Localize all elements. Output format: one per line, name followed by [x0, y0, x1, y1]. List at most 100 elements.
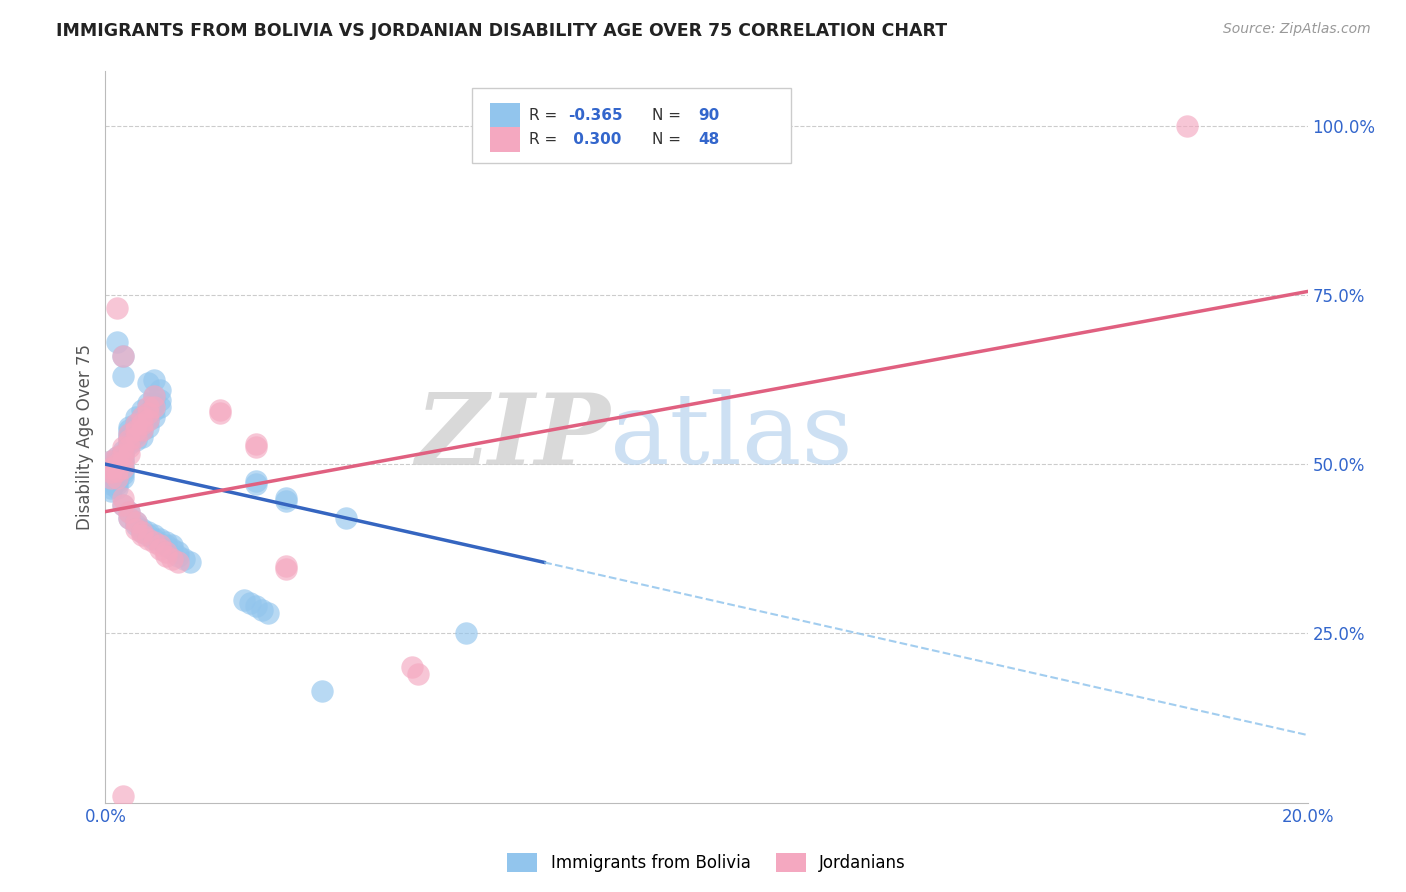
Text: -0.365: -0.365 [568, 108, 623, 123]
Point [136, 413, 159, 427]
Point [118, 437, 141, 451]
Point [148, 532, 170, 546]
Point [131, 417, 153, 431]
Point [166, 555, 188, 569]
Point [454, 626, 477, 640]
Text: atlas: atlas [610, 389, 853, 485]
Point [142, 535, 165, 549]
Point [406, 667, 429, 681]
Point [118, 505, 141, 519]
Point [112, 443, 135, 458]
Point [112, 349, 135, 363]
Point [100, 477, 122, 491]
Point [208, 406, 231, 420]
Point [160, 541, 183, 556]
Point [100, 481, 122, 495]
Point [311, 684, 333, 698]
Text: R =: R = [529, 108, 562, 123]
Point [107, 457, 129, 471]
Point [118, 426, 141, 441]
Point [136, 406, 159, 420]
Point [142, 372, 165, 386]
Point [250, 603, 273, 617]
Point [112, 440, 135, 454]
Text: 48: 48 [699, 132, 720, 147]
Point [118, 511, 141, 525]
Point [112, 454, 135, 468]
Point [245, 437, 267, 451]
Point [232, 592, 254, 607]
Y-axis label: Disability Age Over 75: Disability Age Over 75 [76, 344, 94, 530]
Text: Source: ZipAtlas.com: Source: ZipAtlas.com [1223, 22, 1371, 37]
Point [274, 562, 297, 576]
Point [112, 460, 135, 475]
Point [245, 474, 267, 488]
Point [274, 558, 297, 573]
Point [155, 545, 177, 559]
Point [131, 423, 153, 437]
Point [118, 434, 141, 448]
Point [142, 532, 165, 546]
Point [131, 403, 153, 417]
Point [245, 477, 267, 491]
Point [1175, 119, 1198, 133]
Point [274, 494, 297, 508]
Point [124, 434, 146, 448]
Text: N =: N = [652, 108, 686, 123]
Point [118, 430, 141, 444]
Point [239, 596, 262, 610]
Point [107, 471, 129, 485]
Point [136, 376, 159, 390]
Point [118, 511, 141, 525]
Point [136, 524, 159, 539]
Point [160, 552, 183, 566]
Point [401, 660, 423, 674]
Point [118, 440, 141, 454]
FancyBboxPatch shape [472, 88, 790, 162]
Point [112, 789, 135, 803]
Point [112, 460, 135, 475]
Point [107, 471, 129, 485]
Point [100, 484, 122, 499]
Point [148, 541, 170, 556]
Text: IMMIGRANTS FROM BOLIVIA VS JORDANIAN DISABILITY AGE OVER 75 CORRELATION CHART: IMMIGRANTS FROM BOLIVIA VS JORDANIAN DIS… [56, 22, 948, 40]
Point [160, 538, 183, 552]
Point [107, 464, 129, 478]
Point [124, 521, 146, 535]
Legend: Immigrants from Bolivia, Jordanians: Immigrants from Bolivia, Jordanians [501, 846, 912, 879]
Point [112, 450, 135, 465]
Point [100, 474, 122, 488]
Point [107, 481, 129, 495]
Point [100, 465, 122, 479]
Point [155, 549, 177, 563]
Point [107, 301, 129, 316]
Point [100, 464, 122, 478]
Point [107, 464, 129, 478]
Bar [491, 103, 520, 128]
Point [112, 454, 135, 468]
Point [142, 396, 165, 410]
Point [107, 335, 129, 350]
Point [118, 420, 141, 434]
Point [100, 471, 122, 485]
Point [136, 420, 159, 434]
Point [142, 528, 165, 542]
Point [131, 524, 153, 539]
Point [100, 471, 122, 485]
Point [136, 532, 159, 546]
Point [148, 538, 170, 552]
Text: 90: 90 [699, 108, 720, 123]
Point [274, 491, 297, 505]
Point [256, 606, 278, 620]
Point [245, 599, 267, 614]
Point [100, 454, 122, 468]
Point [131, 524, 153, 539]
Text: ZIP: ZIP [415, 389, 610, 485]
Bar [491, 127, 520, 152]
Point [100, 467, 122, 482]
Point [100, 460, 122, 475]
Text: N =: N = [652, 132, 686, 147]
Point [148, 383, 170, 397]
Point [124, 430, 146, 444]
Point [124, 417, 146, 431]
